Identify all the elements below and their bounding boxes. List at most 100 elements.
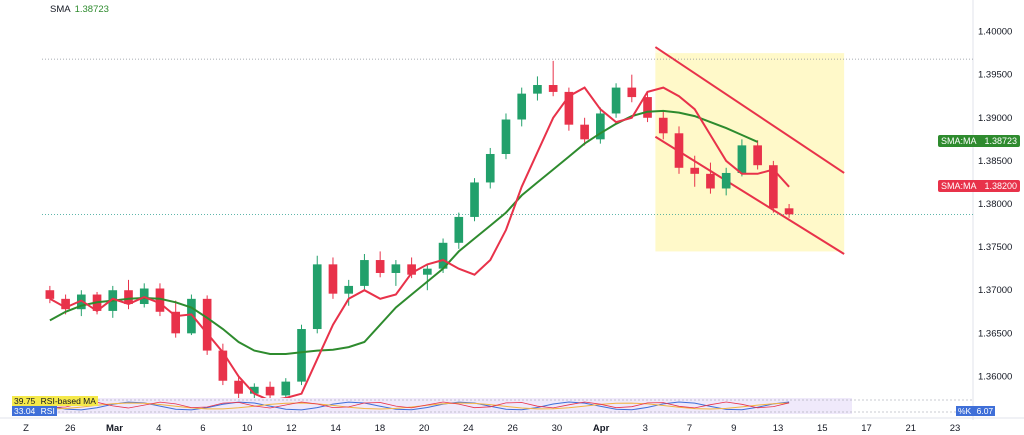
candle-body[interactable] bbox=[564, 91, 574, 125]
candle-body[interactable] bbox=[61, 298, 70, 310]
time-tick-label: 20 bbox=[419, 423, 430, 434]
candle-body[interactable] bbox=[784, 208, 794, 215]
time-tick-label: 18 bbox=[375, 423, 386, 434]
sma-legend[interactable]: SMA 1.38723 bbox=[50, 4, 109, 15]
candle-body[interactable] bbox=[454, 216, 464, 243]
channel-fill bbox=[655, 47, 845, 255]
candle-body[interactable] bbox=[155, 288, 165, 312]
rsi-panel[interactable] bbox=[42, 398, 973, 414]
sma-legend-value: 1.38723 bbox=[74, 4, 109, 15]
candle-body[interactable] bbox=[769, 165, 778, 209]
candle-body[interactable] bbox=[470, 182, 479, 217]
candle-body[interactable] bbox=[501, 119, 511, 154]
time-tick-label: 13 bbox=[773, 423, 784, 434]
time-tick-label: 30 bbox=[552, 423, 563, 434]
time-tick-label: 14 bbox=[330, 423, 341, 434]
candle-body[interactable] bbox=[407, 264, 416, 275]
price-tick-label: 1.39000 bbox=[978, 113, 1012, 124]
time-tick-label: 26 bbox=[507, 423, 518, 434]
candle-body[interactable] bbox=[312, 264, 322, 330]
candle-body[interactable] bbox=[250, 386, 259, 394]
badge-label: SMA:MA bbox=[941, 180, 977, 191]
rsi-value: 33.04 bbox=[14, 406, 36, 416]
channel-upper-line[interactable] bbox=[654, 46, 845, 174]
price-tick-label: 1.38500 bbox=[978, 156, 1012, 167]
price-tick-label: 1.37500 bbox=[978, 242, 1012, 253]
badge-value: 1.38200 bbox=[984, 180, 1018, 191]
candle-body[interactable] bbox=[737, 145, 747, 173]
candle-body[interactable] bbox=[124, 290, 133, 305]
sma-fast-line[interactable] bbox=[49, 86, 790, 402]
candle-body[interactable] bbox=[706, 173, 715, 189]
candle-body[interactable] bbox=[658, 117, 668, 134]
descending-channel[interactable] bbox=[654, 46, 845, 255]
time-tick-label: 6 bbox=[200, 423, 205, 434]
candle-body[interactable] bbox=[328, 264, 338, 294]
candle-body[interactable] bbox=[171, 311, 181, 334]
rsi-label: 33.04 RSI bbox=[12, 406, 57, 416]
badge-label: SMA:MA bbox=[941, 135, 977, 146]
sma-fast-price-badge: SMA:MA 1.38200 bbox=[938, 179, 1021, 192]
candle-body[interactable] bbox=[627, 87, 637, 98]
price-tick-label: 1.38000 bbox=[978, 199, 1012, 210]
time-tick-label: 23 bbox=[950, 423, 961, 434]
time-tick-label: 24 bbox=[463, 423, 474, 434]
rsi-name: RSI bbox=[40, 406, 55, 416]
stoch-k-label: %K 6.07 bbox=[956, 406, 996, 416]
candle-body[interactable] bbox=[360, 260, 369, 286]
sma-legend-label: SMA bbox=[50, 4, 71, 15]
candle-body[interactable] bbox=[643, 97, 652, 118]
price-tick-label: 1.37000 bbox=[978, 285, 1012, 296]
time-tick-label: 15 bbox=[817, 423, 828, 434]
sma-slow-line[interactable] bbox=[49, 109, 759, 355]
time-tick-label: Apr bbox=[593, 423, 610, 434]
sma-slow-price-badge: SMA:MA 1.38723 bbox=[938, 134, 1021, 147]
candle-body[interactable] bbox=[438, 242, 448, 269]
rsi-ma-name: RSI-based MA bbox=[40, 396, 96, 406]
candle-body[interactable] bbox=[690, 167, 700, 174]
candle-body[interactable] bbox=[611, 87, 621, 114]
moving-averages[interactable] bbox=[49, 86, 790, 402]
candle-body[interactable] bbox=[45, 290, 55, 299]
candle-body[interactable] bbox=[485, 153, 495, 183]
rsi-ma-value: 39.75 bbox=[14, 396, 36, 406]
candle-body[interactable] bbox=[218, 350, 228, 381]
candle-body[interactable] bbox=[76, 294, 86, 310]
candle-body[interactable] bbox=[391, 264, 401, 273]
candle-body[interactable] bbox=[187, 298, 196, 334]
channel-lower-line[interactable] bbox=[654, 135, 845, 255]
stoch-k-name: %K bbox=[958, 406, 972, 416]
candle-body[interactable] bbox=[596, 113, 605, 140]
time-tick-label: 17 bbox=[861, 423, 872, 434]
candle-body[interactable] bbox=[281, 381, 291, 396]
candle-body[interactable] bbox=[202, 298, 212, 351]
price-axis[interactable]: 1.36000 1.36500 1.37000 1.37500 1.38000 1.385… bbox=[978, 27, 1012, 383]
time-axis[interactable]: Z 26 Mar 4 6 10 12 14 18 20 24 26 30 Apr 3 7 9 13 15 17 21 23 bbox=[0, 417, 1024, 434]
candle-body[interactable] bbox=[423, 268, 432, 275]
candle-body[interactable] bbox=[375, 260, 385, 273]
candle-body[interactable] bbox=[265, 386, 275, 396]
time-tick-label: 12 bbox=[286, 423, 297, 434]
price-tick-label: 1.36000 bbox=[978, 371, 1012, 382]
candle-body[interactable] bbox=[674, 133, 684, 168]
candle-body[interactable] bbox=[548, 85, 558, 92]
time-tick-label: Mar bbox=[106, 423, 123, 434]
time-tick-label: 7 bbox=[687, 423, 692, 434]
time-tick-label: 4 bbox=[156, 423, 161, 434]
time-tick-label: 9 bbox=[731, 423, 736, 434]
candle-body[interactable] bbox=[533, 85, 542, 94]
candle-body[interactable] bbox=[297, 329, 306, 382]
candle-body[interactable] bbox=[753, 145, 762, 166]
time-tick-label: 26 bbox=[65, 423, 76, 434]
candle-body[interactable] bbox=[344, 285, 354, 294]
stoch-k-value: 6.07 bbox=[976, 406, 994, 416]
candle-body[interactable] bbox=[234, 380, 243, 394]
candle-body[interactable] bbox=[721, 172, 731, 189]
reference-lines bbox=[42, 58, 973, 215]
candle-body[interactable] bbox=[580, 124, 589, 140]
time-tick-label: 21 bbox=[905, 423, 916, 434]
candle-body[interactable] bbox=[517, 93, 527, 120]
price-tick-label: 1.40000 bbox=[978, 27, 1012, 38]
